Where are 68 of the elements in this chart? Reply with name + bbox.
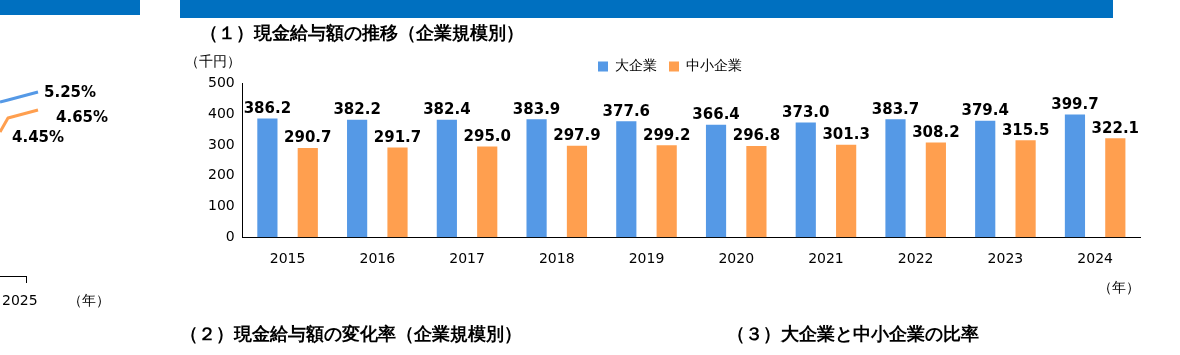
y-tick-label: 300 (207, 135, 235, 152)
bar (705, 124, 727, 238)
text: 382.4 (423, 100, 471, 119)
y-tick-label: 200 (207, 166, 235, 183)
text: 4.45% (12, 128, 65, 146)
bar (925, 142, 946, 238)
y-tick-label: 400 (207, 104, 235, 121)
text: 290.7 (284, 128, 332, 147)
bar (387, 147, 408, 238)
x-tick-label: 2018 (538, 250, 575, 267)
x-tick-label: 2015 (269, 250, 306, 267)
text: 379.4 (961, 101, 1009, 120)
bar (836, 144, 857, 238)
bar (257, 118, 278, 238)
bar (477, 146, 498, 238)
text: 315.5 (1001, 120, 1050, 139)
text: （２）現金給与額の変化率（企業規模別） (180, 322, 522, 346)
text: 399.7 (1051, 94, 1099, 113)
y-tick-label: 100 (207, 197, 235, 214)
bar (347, 119, 368, 238)
text: 322.1 (1091, 118, 1140, 137)
x-tick-label: 2016 (359, 250, 396, 267)
text: 373.0 (782, 103, 830, 122)
text: 5.25% (44, 83, 97, 101)
x-tick-label: 2023 (987, 250, 1024, 267)
legend-label: 中小企業 (686, 57, 742, 74)
text: 366.4 (692, 105, 740, 124)
text: 386.2 (243, 98, 292, 117)
y-tick-label: 0 (225, 227, 235, 244)
text: 377.6 (602, 101, 651, 120)
x-tick-label: 2017 (449, 250, 485, 267)
text: 291.7 (373, 127, 422, 146)
x-tick-label: 2024 (1077, 250, 1114, 267)
bar (616, 121, 637, 238)
bar (1064, 114, 1086, 238)
text: 299.2 (642, 125, 691, 144)
bar (656, 145, 677, 238)
text: 4.65% (56, 108, 109, 126)
bar (795, 122, 816, 238)
chart-title: （１）現金給与額の推移（企業規模別） (200, 22, 524, 44)
bar (526, 119, 547, 238)
y-axis-title: （千円） (184, 53, 241, 70)
text: 308.2 (912, 122, 960, 141)
legend-label: 大企業 (615, 57, 657, 74)
text: 383.7 (871, 99, 920, 118)
text: 297.9 (553, 126, 601, 145)
x-axis-title: （年） (1098, 278, 1140, 295)
bar (566, 145, 588, 238)
text: 2025 (2, 292, 38, 308)
text: 383.9 (512, 99, 561, 118)
bar (297, 147, 318, 238)
bar (436, 119, 457, 238)
bar (746, 146, 767, 238)
x-tick-label: 2021 (808, 250, 844, 267)
bar (1015, 140, 1036, 238)
bar (975, 120, 996, 238)
text: （年） (68, 292, 110, 310)
x-tick-label: 2020 (718, 250, 755, 267)
text: 301.3 (822, 125, 870, 144)
y-tick-label: 500 (207, 74, 235, 91)
x-tick-label: 2019 (628, 250, 665, 267)
text: （３）大企業と中小企業の比率 (727, 322, 979, 346)
text: 296.8 (732, 126, 781, 145)
x-tick-label: 2022 (897, 250, 934, 267)
bar (1105, 138, 1126, 238)
text: 295.0 (463, 126, 511, 145)
bar (885, 119, 906, 238)
text: 382.2 (333, 100, 381, 119)
